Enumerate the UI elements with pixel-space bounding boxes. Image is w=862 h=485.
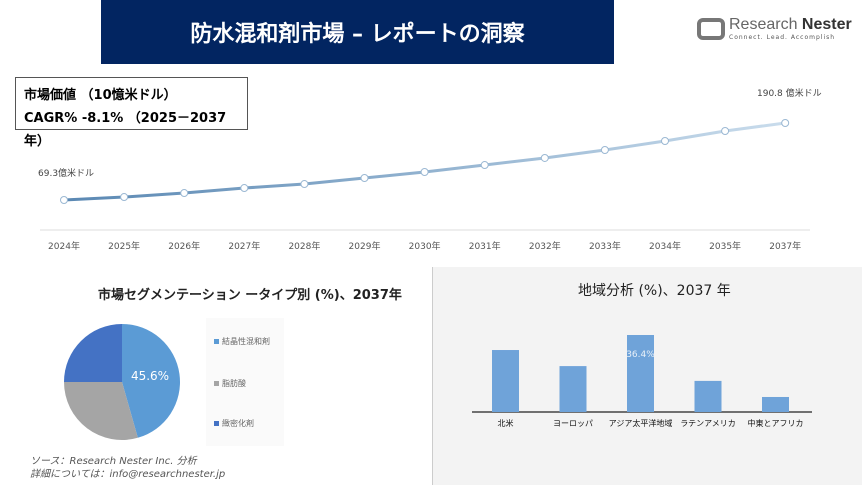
x-tick-label: 2033年 (589, 240, 621, 252)
x-tick-label: 2027年 (228, 240, 260, 252)
cagr-label: CAGR% -8.1% （2025－2037年） (24, 111, 227, 149)
data-point (420, 167, 429, 176)
x-tick-label: 2032年 (529, 240, 561, 252)
x-tick-label: 2024年 (48, 240, 80, 252)
data-point (300, 180, 309, 189)
x-tick-label: 2030年 (409, 240, 441, 252)
pie-data-label: 45.6% (131, 369, 169, 383)
bar (762, 396, 789, 412)
logo-name: Research Nester (729, 16, 852, 33)
bar-title: 地域分析 (%)、2037 年 (578, 283, 731, 299)
data-point (721, 126, 730, 135)
page-title: 防水混和剤市場 – レポートの洞察 (190, 22, 525, 47)
bar-data-label: 36.4% (626, 350, 655, 360)
legend-item: 緻密化剤 (214, 418, 254, 429)
x-tick-label: 北米 (498, 418, 514, 428)
source-note: ソース：Research Nester Inc. 分析 詳細については：info@… (30, 456, 226, 480)
data-point (180, 189, 189, 198)
first-value-label: 69.3億米ドル (38, 167, 94, 179)
x-tick-label: ラテンアメリカ (680, 419, 736, 428)
logo: Research Nester Connect. Lead. Accomplish (697, 16, 852, 41)
legend-item: 脂肪酸 (214, 378, 246, 389)
x-tick-label: 中東とアフリカ (748, 418, 804, 428)
pie-chart: 45.6% (64, 324, 180, 440)
pie-title: 市場セグメンテーション ータイプ別 (%)、2037年 (98, 288, 402, 303)
data-point (480, 161, 489, 170)
report-title-banner: 防水混和剤市場 – レポートの洞察 (101, 0, 614, 64)
data-point (540, 153, 549, 162)
line-chart: 2024年 2025年 2026年 2027年 2028年 2029年 2030年 2031年… (38, 87, 822, 252)
data-point (240, 184, 249, 193)
x-tick-label: 2026年 (168, 240, 200, 252)
bar (492, 350, 519, 412)
x-tick-label: 2028年 (288, 240, 320, 252)
x-tick-label: 2035年 (709, 240, 741, 252)
market-value-label: 市場価値 （10憶米ドル） (24, 88, 177, 103)
data-point (781, 119, 790, 127)
pie-legend: 結晶性混和剤 脂肪酸 緻密化剤 (206, 318, 284, 446)
logo-mark-icon (697, 17, 725, 40)
bar (694, 380, 722, 412)
x-tick-label: 2029年 (349, 240, 381, 252)
x-tick-label: ヨーロッパ (553, 419, 593, 428)
bar (627, 335, 654, 412)
logo-tagline: Connect. Lead. Accomplish (729, 34, 836, 41)
data-point (120, 193, 129, 202)
x-tick-label: 2025年 (108, 240, 140, 252)
series-line (63, 121, 786, 202)
data-point (60, 196, 68, 204)
data-point (600, 145, 609, 154)
x-tick-label: 2037年 (769, 240, 801, 252)
x-tick-label: 2034年 (649, 240, 681, 252)
data-point (661, 136, 669, 145)
bar-chart: 北米 ヨーロッパ アジア太平洋地域 36.4% ラテンアメリカ 中東とアフリカ (472, 335, 812, 428)
data-point (360, 174, 369, 183)
kpi-box: 市場価値 （10憶米ドル） CAGR% -8.1% （2025－2037年） (15, 77, 248, 149)
x-tick-label: アジア太平洋地域 (609, 418, 673, 428)
pie-slice (64, 382, 138, 440)
pie-slice (64, 324, 122, 382)
legend-item: 結晶性混和剤 (214, 336, 270, 347)
x-tick-label: 2031年 (469, 240, 501, 252)
pie-slice (122, 324, 180, 438)
bar (559, 366, 587, 412)
last-value-label: 190.8 億米ドル (757, 87, 822, 99)
